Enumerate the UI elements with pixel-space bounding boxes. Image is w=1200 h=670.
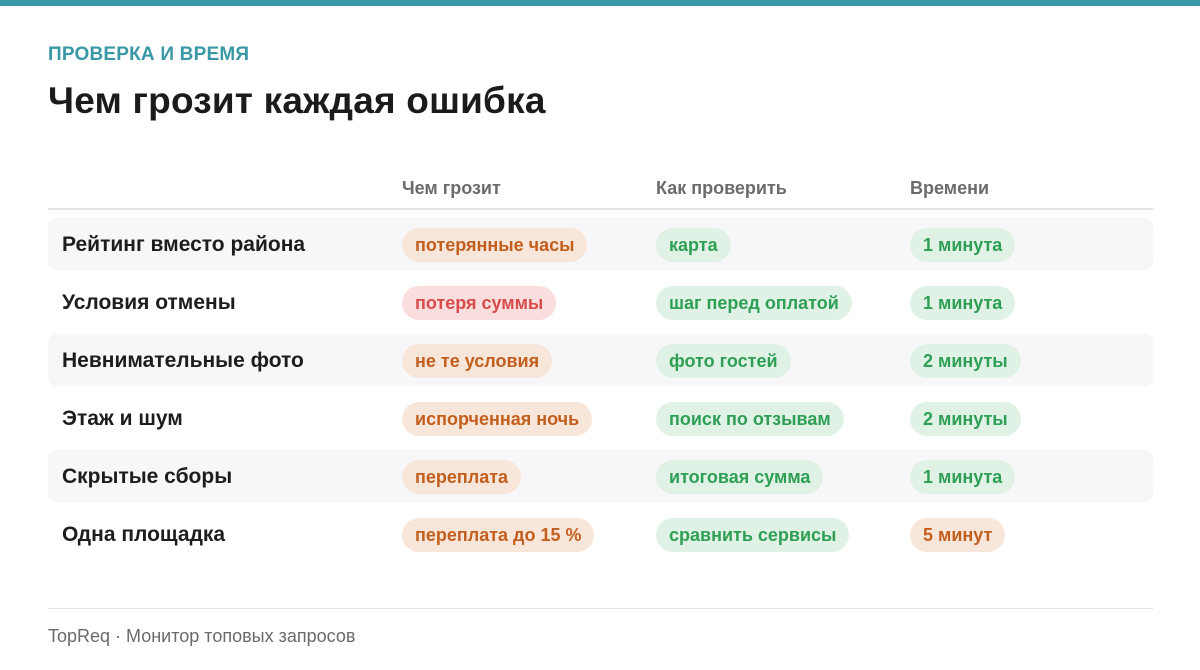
- table-row: Одна площадка переплата до 15 % сравнить…: [48, 508, 1153, 560]
- row-label: Рейтинг вместо района: [62, 233, 306, 256]
- top-accent-bar: [0, 0, 1200, 6]
- risk-pill: потеря суммы: [402, 286, 557, 320]
- row-label: Скрытые сборы: [62, 465, 233, 488]
- check-pill: шаг перед оплатой: [656, 286, 852, 320]
- time-pill: 5 минут: [910, 518, 1006, 552]
- check-cell: сравнить сервисы: [656, 518, 850, 552]
- section-eyebrow: ПРОВЕРКА И ВРЕМЯ: [48, 44, 250, 65]
- time-cell: 1 минута: [910, 228, 1016, 262]
- row-label: Одна площадка: [62, 523, 226, 546]
- page-title: Чем грозит каждая ошибка: [48, 80, 546, 121]
- time-pill: 1 минута: [910, 228, 1016, 262]
- check-pill: итоговая сумма: [656, 460, 824, 494]
- time-cell: 2 минуты: [910, 402, 1021, 436]
- column-header-check: Как проверить: [656, 178, 787, 198]
- column-header-risk: Чем грозит: [402, 178, 501, 198]
- check-pill: карта: [656, 228, 731, 262]
- risk-pill: потерянные часы: [402, 228, 588, 262]
- table-row: Невнимательные фото не те условия фото г…: [48, 334, 1153, 386]
- check-cell: поиск по отзывам: [656, 402, 844, 436]
- risk-cell: потерянные часы: [402, 228, 588, 262]
- errors-table: Чем грозит Как проверить Времени Рейтинг…: [48, 168, 1153, 566]
- check-cell: шаг перед оплатой: [656, 286, 852, 320]
- table-row: Рейтинг вместо района потерянные часы ка…: [48, 218, 1153, 270]
- risk-cell: переплата до 15 %: [402, 518, 595, 552]
- column-header-time: Времени: [910, 178, 990, 198]
- row-label: Условия отмены: [62, 291, 236, 314]
- table-row: Условия отмены потеря суммы шаг перед оп…: [48, 276, 1153, 328]
- time-cell: 2 минуты: [910, 344, 1021, 378]
- check-pill: поиск по отзывам: [656, 402, 844, 436]
- check-pill: сравнить сервисы: [656, 518, 850, 552]
- table-row: Этаж и шум испорченная ночь поиск по отз…: [48, 392, 1153, 444]
- time-pill: 2 минуты: [910, 344, 1021, 378]
- time-pill: 2 минуты: [910, 402, 1021, 436]
- check-cell: карта: [656, 228, 731, 262]
- time-cell: 1 минута: [910, 460, 1016, 494]
- time-cell: 1 минута: [910, 286, 1016, 320]
- risk-pill: испорченная ночь: [402, 402, 593, 436]
- risk-pill: переплата до 15 %: [402, 518, 595, 552]
- check-pill: фото гостей: [656, 344, 791, 378]
- risk-cell: потеря суммы: [402, 286, 557, 320]
- table-row: Скрытые сборы переплата итоговая сумма 1…: [48, 450, 1153, 502]
- time-pill: 1 минута: [910, 286, 1016, 320]
- table-body: Рейтинг вместо района потерянные часы ка…: [48, 210, 1153, 560]
- check-cell: итоговая сумма: [656, 460, 824, 494]
- risk-cell: не те условия: [402, 344, 553, 378]
- row-label: Невнимательные фото: [62, 349, 304, 372]
- time-cell: 5 минут: [910, 518, 1006, 552]
- risk-pill: не те условия: [402, 344, 553, 378]
- risk-pill: переплата: [402, 460, 522, 494]
- footer-divider: [48, 608, 1153, 609]
- time-pill: 1 минута: [910, 460, 1016, 494]
- check-cell: фото гостей: [656, 344, 791, 378]
- risk-cell: испорченная ночь: [402, 402, 593, 436]
- row-label: Этаж и шум: [62, 407, 183, 430]
- risk-cell: переплата: [402, 460, 522, 494]
- table-header: Чем грозит Как проверить Времени: [48, 168, 1153, 210]
- footer-credit: TopReq · Монитор топовых запросов: [48, 626, 356, 646]
